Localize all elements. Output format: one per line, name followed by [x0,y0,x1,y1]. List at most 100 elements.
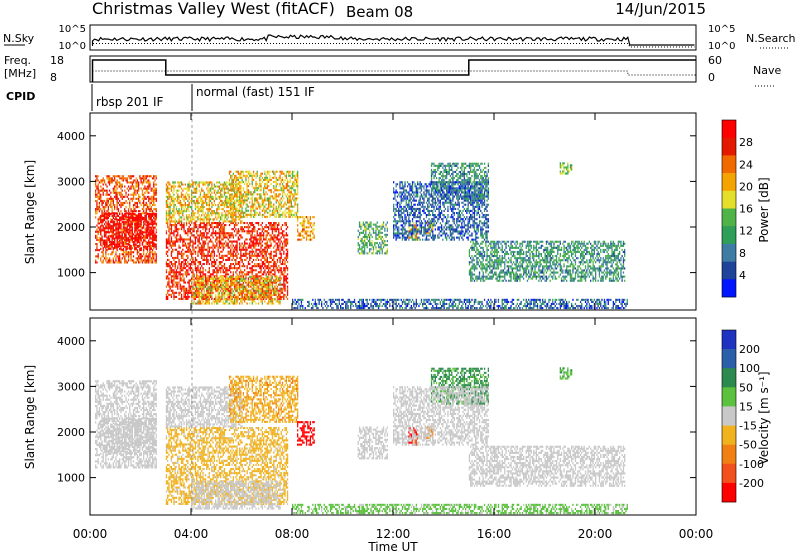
power-cell [119,200,120,202]
power-cell [190,253,191,255]
power-cell [176,282,177,284]
power-cell [129,188,130,190]
power-cell [137,192,138,194]
power-cell [170,271,171,273]
power-cell [109,213,110,215]
power-cell [101,261,102,263]
power-cell [119,181,120,183]
power-cell [118,235,119,237]
power-cell [178,294,179,296]
power-cell [153,231,154,233]
power-cell [125,206,126,208]
power-cell [117,223,118,225]
power-cell [118,208,119,210]
power-cell [133,219,134,221]
power-cell [117,208,118,210]
power-cell [127,240,128,242]
power-cell [127,179,128,181]
power-cell [177,232,178,234]
power-cell [124,210,125,212]
power-cell [118,223,119,225]
power-cell [149,175,150,177]
power-cell [168,243,169,245]
power-cell [105,221,106,223]
power-cell [186,298,187,300]
power-cell [186,275,187,277]
power-cell [143,251,144,253]
power-cell [130,188,131,190]
freq-tick-bottom: 8 [50,71,57,84]
power-cell [141,253,142,255]
power-cell [176,292,177,294]
power-cell [122,194,123,196]
power-cell [117,181,118,183]
power-cell [123,221,124,223]
power-cell [154,198,155,200]
power-cell [119,240,120,242]
power-cell [176,241,177,243]
power-cell [123,175,124,177]
power-cell [134,227,135,229]
power-cell [189,263,190,265]
power-cell [143,204,144,206]
power-cell [106,192,107,194]
power-cell [99,231,100,233]
power-cell [168,263,169,265]
nsky-tick-top: 10^5 [59,24,86,35]
power-cell [113,179,114,181]
power-cell [103,219,104,221]
power-cell [141,179,142,181]
power-cell [153,208,154,210]
power-cell [127,227,128,229]
power-cell [190,290,191,292]
power-cell [98,257,99,259]
power-cell [178,228,179,230]
power-cell [133,175,134,177]
power-cell [137,181,138,183]
power-cell [144,261,145,263]
power-cell [136,219,137,221]
power-cell [100,244,101,246]
power-cell [106,231,107,233]
power-cell [129,225,130,227]
power-cell [176,277,177,279]
power-cell [190,267,191,269]
power-cell [167,255,168,257]
power-cell [152,204,153,206]
power-cell [122,202,123,204]
power-cell [105,255,106,257]
power-cell [143,240,144,242]
power-cell [154,218,155,220]
power-cell [119,223,120,225]
power-cell [124,186,125,188]
power-cell [180,241,181,243]
power-cell [104,246,105,248]
power-cell [190,286,191,288]
power-cell [138,196,139,198]
power-cell [118,219,119,221]
power-cell [96,231,97,233]
power-cell [186,269,187,271]
power-cell [152,200,153,202]
power-cell [146,227,147,229]
power-cell [183,224,184,226]
power-cell [120,223,121,225]
power-cell [96,247,97,249]
power-cell [133,181,134,183]
power-cell [120,231,121,233]
power-cell [96,202,97,204]
power-cell [173,292,174,294]
power-cell [168,234,169,236]
power-cell [170,232,171,234]
power-cell [136,194,137,196]
power-cell [124,196,125,198]
power-cell [129,239,130,241]
power-cell [180,263,181,265]
power-cell [152,259,153,261]
power-cell [156,246,157,248]
power-cell [185,230,186,232]
power-cell [115,244,116,246]
power-cell [96,245,97,247]
power-cell [130,253,131,255]
power-cell [112,246,113,248]
